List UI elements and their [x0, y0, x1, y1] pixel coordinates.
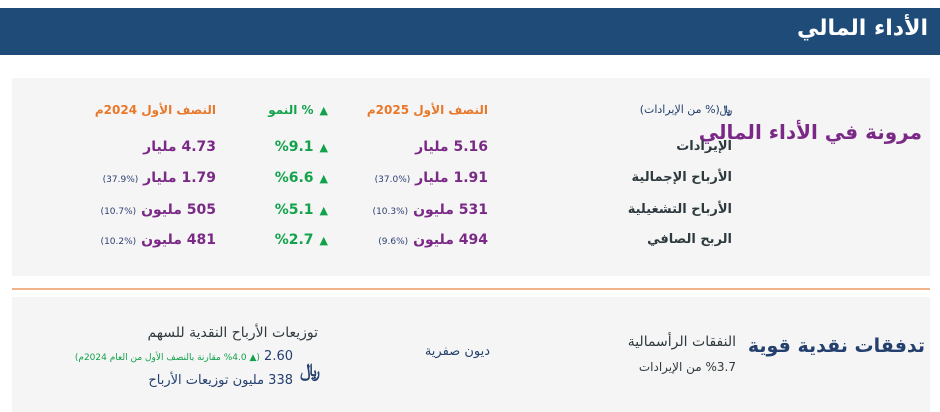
header-bar: الأداء المالي	[0, 8, 940, 55]
value-h1-2025: 5.16 مليار	[415, 139, 488, 155]
column-header-h1-2025: النصف الأول 2025م	[366, 103, 488, 117]
saudi-riyal-icon: ﷼	[300, 360, 320, 381]
up-triangle-icon: ▲	[319, 204, 328, 217]
growth-value: ▲%9.1	[274, 139, 328, 155]
zero-debt: ديون صفرية	[424, 344, 490, 359]
dividend-title: توزيعات الأرباح النقدية للسهم	[147, 325, 318, 341]
row-label: الأرباح التشغيلية	[627, 202, 732, 217]
growth-value: ▲%5.1	[274, 202, 328, 218]
value-h1-2025: 1.91 مليار (%37.0)	[374, 170, 488, 186]
dividend-total: 338 مليون توزيعات الأرباح	[148, 373, 293, 388]
row-label: الأرباح الإجمالية	[631, 170, 732, 185]
up-triangle-icon: ▲	[319, 234, 328, 247]
up-triangle-icon: ▲	[319, 141, 328, 154]
column-header-growth: ▲% النمو	[268, 103, 328, 117]
value-h1-2024: 481 مليون (%10.2)	[100, 232, 216, 248]
row-label: الربح الصافي	[647, 232, 732, 247]
value-h1-2025: 494 مليون (%9.6)	[378, 232, 488, 248]
cashflow-panel	[12, 297, 930, 412]
column-header-h1-2024: النصف الأول 2024م	[94, 103, 216, 117]
performance-title: مرونة في الأداء المالي	[698, 120, 922, 144]
dividend-value: 2.60	[264, 349, 293, 364]
page-title: الأداء المالي	[797, 16, 928, 41]
growth-value: ▲%2.7	[274, 232, 328, 248]
cashflow-title: تدفقات نقدية قوية	[747, 335, 925, 357]
section-divider	[12, 288, 930, 290]
value-h1-2024: 505 مليون (%10.7)	[100, 202, 216, 218]
capex-value: %3.7 من الإيرادات	[638, 360, 736, 374]
unit-note: ﷼(% من الإيرادات)	[639, 103, 732, 116]
capex-title: النفقات الرأسمالية	[627, 334, 736, 350]
value-h1-2025: 531 مليون (%10.3)	[372, 202, 488, 218]
dividend-line: 2.60 (▲ %4.0 مقارنة بالنصف الأول من العا…	[75, 349, 293, 364]
row-label: الإيرادات	[676, 139, 732, 154]
growth-value: ▲%6.6	[274, 170, 328, 186]
value-h1-2024: 1.79 مليار (%37.9)	[102, 170, 216, 186]
up-triangle-icon: ▲	[319, 172, 328, 185]
dividend-growth: (▲ %4.0 مقارنة بالنصف الأول من العام 202…	[74, 353, 260, 363]
performance-panel	[12, 78, 930, 276]
saudi-riyal-icon: ﷼	[719, 103, 732, 116]
value-h1-2024: 4.73 مليار	[143, 139, 216, 155]
up-triangle-icon: ▲	[319, 104, 328, 117]
